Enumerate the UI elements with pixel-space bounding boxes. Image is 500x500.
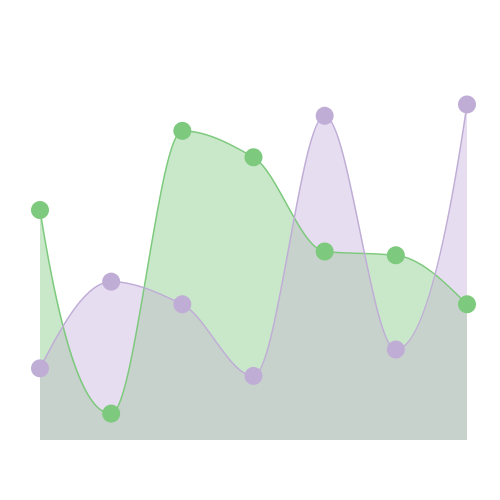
point-series-1-1[interactable] xyxy=(31,201,49,220)
point-series-2-3[interactable] xyxy=(173,295,192,314)
point-series-2-1[interactable] xyxy=(31,359,49,378)
point-series-1-4[interactable] xyxy=(244,148,263,167)
point-series-1-3[interactable] xyxy=(173,121,192,140)
point-series-2-4[interactable] xyxy=(244,366,263,385)
point-series-2-5[interactable] xyxy=(315,106,334,125)
area-overlap xyxy=(40,130,467,440)
point-series-1-5[interactable] xyxy=(315,242,334,261)
point-series-2-2[interactable] xyxy=(102,272,121,291)
point-series-1-6[interactable] xyxy=(386,246,405,265)
point-series-1-2[interactable] xyxy=(102,404,121,423)
line-series-1 xyxy=(39,130,468,415)
point-series-1-7[interactable] xyxy=(458,295,476,314)
point-series-2-7[interactable] xyxy=(458,95,476,114)
point-series-2-6[interactable] xyxy=(386,340,405,359)
